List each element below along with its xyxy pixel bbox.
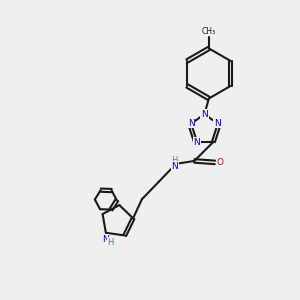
Text: H: H bbox=[171, 155, 178, 164]
Text: N: N bbox=[194, 138, 200, 147]
Text: O: O bbox=[217, 158, 224, 167]
Text: N: N bbox=[188, 119, 195, 128]
Text: N: N bbox=[171, 162, 178, 171]
Text: N: N bbox=[214, 119, 221, 128]
Text: H: H bbox=[107, 238, 114, 247]
Text: N: N bbox=[102, 235, 109, 244]
Text: CH₃: CH₃ bbox=[202, 27, 216, 36]
Text: N: N bbox=[201, 110, 208, 118]
